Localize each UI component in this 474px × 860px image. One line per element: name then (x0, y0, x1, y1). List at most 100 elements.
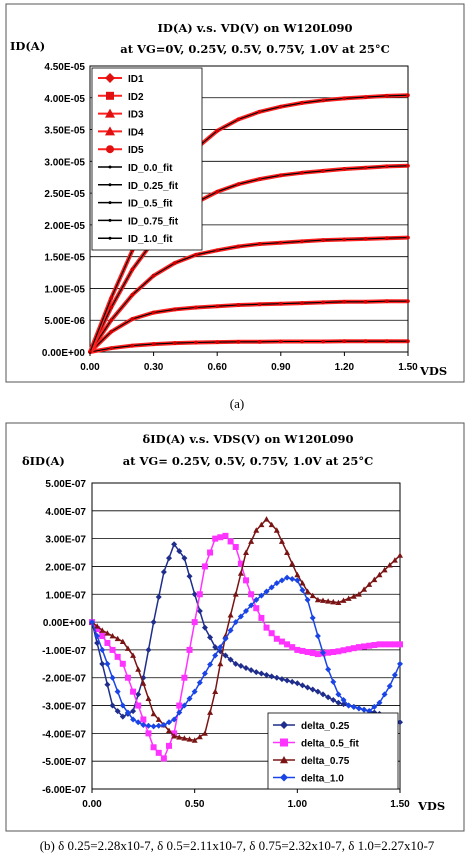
chart-b-point-delta_0.5_fit (397, 641, 403, 648)
chart-a-x-tick-label: 1.50 (398, 362, 418, 373)
chart-a-point (151, 310, 156, 315)
chart-b-point-delta_0.5_fit (340, 647, 347, 654)
chart-b-y-tick-label: 0.00E+00 (43, 618, 87, 629)
chart-a-legend-marker (108, 201, 112, 205)
chart-b-point-delta_1.0 (330, 678, 337, 685)
chart-a-point (279, 173, 283, 178)
chart-b-point-delta_0.25 (104, 681, 111, 688)
chart-a-title-text: ID(A) v.s. VD(V) on W120L090 (158, 21, 353, 35)
chart-a-point (130, 343, 135, 348)
chart-b-point-delta_0.75 (155, 716, 162, 722)
chart-b-point-delta_0.75 (186, 736, 193, 742)
chart-b-point-delta_0.25 (314, 688, 321, 695)
chart-b-point-delta_0.5_fit (124, 674, 131, 681)
chart-b-point-delta_0.75 (171, 733, 178, 739)
chart-b-point-delta_0.5_fit (119, 660, 126, 667)
chart-b-point-delta_0.75 (150, 710, 157, 717)
chart-b-point-delta_1.0 (124, 709, 131, 716)
chart-b-point-delta_0.5_fit (201, 563, 208, 570)
chart-b-point-delta_0.5_fit (268, 630, 275, 637)
chart-b-point-delta_1.0 (397, 660, 403, 667)
chart-b-point-delta_0.25 (237, 662, 244, 669)
chart-a-point (321, 300, 326, 305)
chart-b-point-delta_0.25 (294, 680, 301, 687)
chart-a-y-tick-label: 1.00E-05 (44, 284, 85, 295)
chart-b-point-delta_1.0 (294, 577, 301, 584)
chart-a-point (257, 242, 262, 246)
chart-a-point (406, 163, 410, 168)
chart-b-point-delta_1.0 (201, 670, 208, 677)
chart-b-point-delta_0.75 (294, 571, 301, 578)
chart-a-point (363, 95, 368, 99)
chart-b-point-delta_1.0 (89, 619, 95, 626)
chart-b-point-delta_0.5_fit (232, 543, 239, 550)
chart-a-legend-label: ID2 (128, 92, 144, 103)
chart-a-legend-marker (106, 91, 114, 100)
chart-b-point-delta_1.0 (325, 666, 332, 673)
chart-b-point-delta_0.75 (109, 633, 116, 639)
chart-b-point-delta_0.75 (94, 623, 101, 629)
chart-b-point-delta_1.0 (243, 607, 249, 614)
chart-b-point-delta_1.0 (109, 674, 116, 681)
chart-b-title-text: δID(A) v.s. VDS(V) on W120L090 (143, 432, 354, 446)
chart-b-point-delta_0.5_fit (99, 633, 106, 639)
chart-b-point-delta_1.0 (160, 722, 167, 729)
chart-b-point-delta_0.75 (273, 527, 280, 533)
chart-a-point (342, 299, 347, 304)
chart-a-point (363, 237, 368, 241)
chart-a-point (215, 248, 219, 253)
chart-a-point (130, 267, 135, 272)
chart-b-point-delta_0.75 (248, 538, 255, 544)
chart-b-point-delta_0.75 (381, 566, 388, 573)
chart-b-point-delta_0.5_fit (176, 702, 183, 709)
chart-b-point-delta_0.5_fit (366, 642, 373, 649)
chart-b-y-tick-label: 2.00E-07 (45, 562, 86, 573)
chart-b-point-delta_0.75 (145, 695, 152, 701)
chart-a-legend-label: ID4 (128, 127, 144, 138)
chart-b-point-delta_1.0 (237, 613, 244, 620)
chart-b-point-delta_1.0 (376, 699, 383, 706)
chart-b-point-delta_0.75 (227, 612, 234, 618)
chart-a-point (321, 238, 326, 242)
chart-b-point-delta_1.0 (391, 671, 398, 678)
chart-b-xlabel: VDS (417, 799, 445, 813)
chart-b-point-delta_0.75 (99, 627, 106, 633)
chart-a-legend-label: ID_0.25_fit (128, 181, 179, 192)
chart-a-point (385, 236, 389, 241)
chart-a-x-tick-label: 0.90 (271, 362, 291, 373)
chart-b-point-delta_0.75 (335, 599, 342, 606)
chart-a-legend-label: ID5 (128, 145, 144, 156)
chart-b-point-delta_0.5_fit (361, 643, 368, 650)
chart-b-point-delta_1.0 (371, 703, 378, 710)
chart-a-y-tick-label: 0.00E+00 (42, 348, 86, 359)
chart-b-point-delta_1.0 (232, 619, 239, 626)
chart-b-point-delta_0.5_fit (355, 644, 362, 651)
chart-b-point-delta_1.0 (171, 716, 178, 723)
chart-b-point-delta_0.75 (217, 660, 224, 667)
chart-b-legend-marker (280, 773, 288, 782)
chart-b-point-delta_0.25 (320, 691, 326, 698)
chart-a-point (406, 235, 410, 240)
chart-b-point-delta_0.25 (119, 713, 126, 720)
chart-a-point (363, 165, 368, 170)
chart-b-point-delta_0.25 (201, 624, 208, 631)
chart-b-point-delta_1.0 (284, 574, 291, 581)
chart-b-point-delta_1.0 (94, 633, 101, 639)
chart-b-point-delta_0.5_fit (325, 649, 332, 656)
chart-b-point-delta_0.25 (309, 686, 316, 693)
chart-b-point-delta_0.5_fit (104, 639, 111, 646)
chart-a-legend-label: ID_0.75_fit (128, 216, 179, 227)
chart-b-point-delta_0.75 (325, 598, 332, 604)
chart-b-point-delta_0.5_fit (237, 560, 244, 567)
chart-a-point (215, 304, 219, 309)
chart-b-point-delta_0.5_fit (273, 635, 280, 642)
chart-b-point-delta_0.75 (376, 571, 383, 578)
chart-a-point (342, 237, 347, 242)
chart-b-point-delta_0.25 (109, 702, 116, 709)
chart-a-point (300, 301, 304, 305)
chart-a-point (173, 341, 177, 345)
chart-b-point-delta_1.0 (361, 706, 368, 713)
chart-a-point (279, 104, 283, 109)
chart-b-point-delta_1.0 (191, 688, 198, 695)
chart-b-point-delta_0.75 (130, 652, 137, 658)
